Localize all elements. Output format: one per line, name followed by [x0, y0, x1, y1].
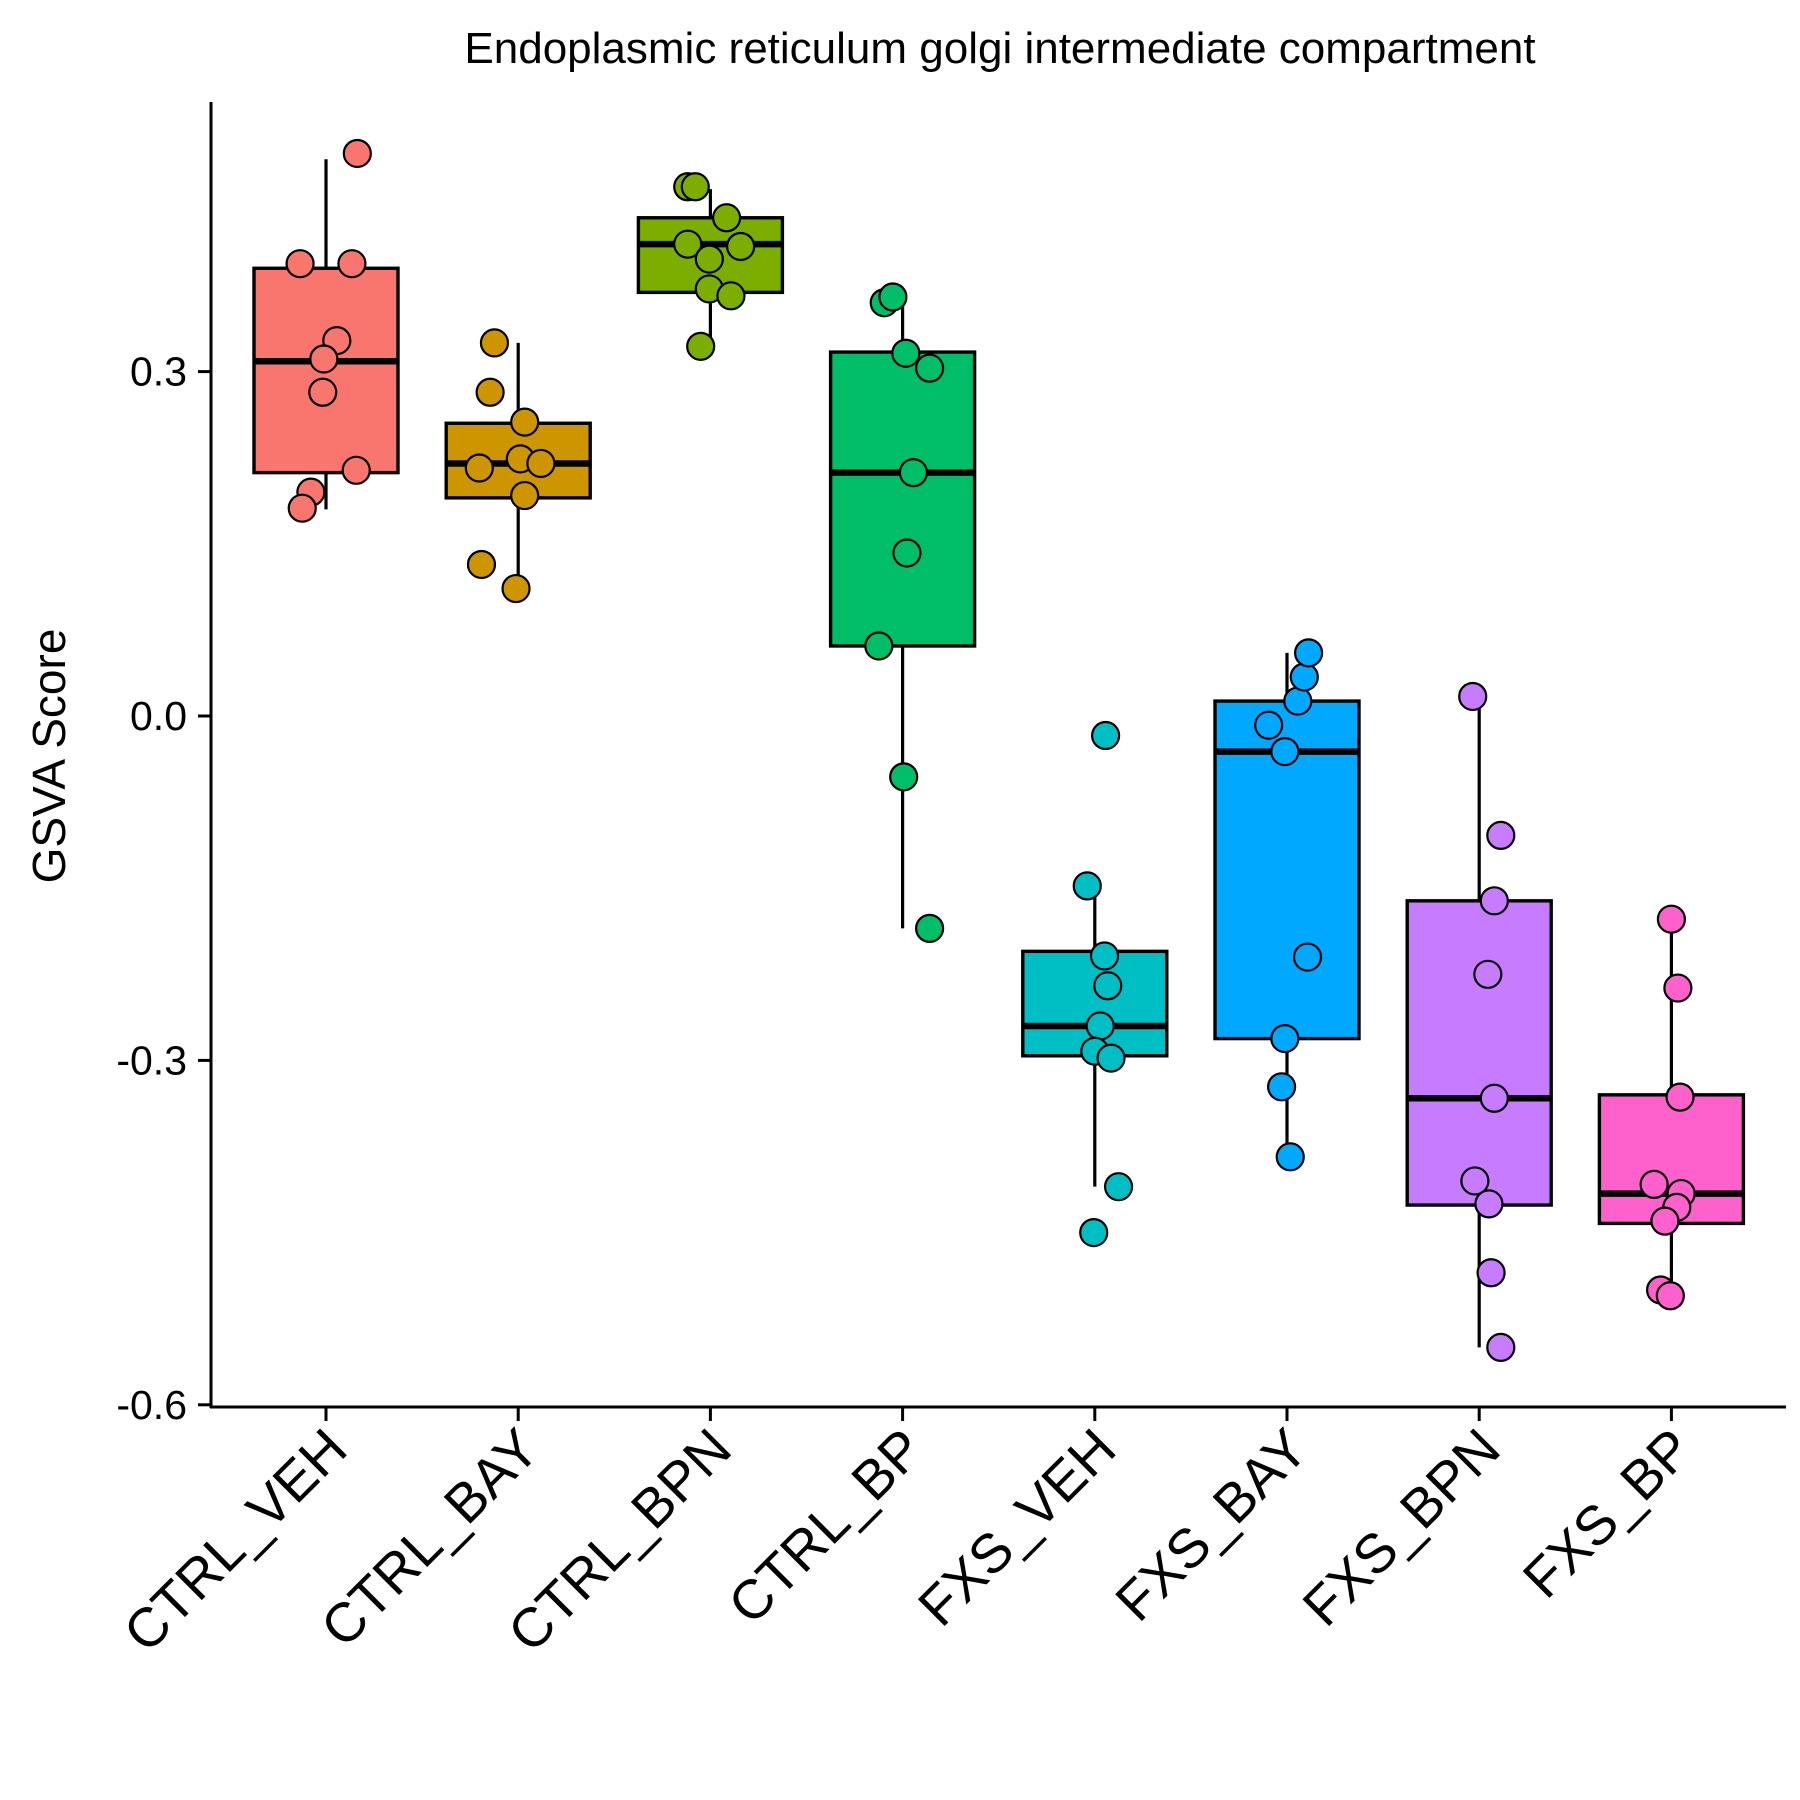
data-point [1655, 1281, 1685, 1311]
data-point [1096, 1043, 1126, 1073]
data-point [1079, 1217, 1109, 1248]
box-group [1405, 681, 1553, 1363]
data-point [711, 203, 742, 233]
y-tick-label: -0.6 [116, 1382, 187, 1428]
x-tick-label: FXS_BPN [1291, 1417, 1512, 1638]
data-point [694, 244, 724, 274]
data-point [1089, 941, 1120, 971]
data-point [1090, 720, 1121, 751]
data-point [1289, 662, 1319, 692]
data-point [673, 229, 703, 259]
box-group [1021, 720, 1169, 1248]
y-tick-label: 0.3 [130, 349, 187, 395]
data-point [716, 281, 746, 311]
y-tick-label: 0.0 [130, 693, 187, 739]
data-point [1473, 959, 1503, 989]
box-group [1213, 638, 1361, 1172]
box [828, 350, 977, 648]
data-point [1093, 971, 1123, 1001]
x-tick-label: FXS_VEH [906, 1417, 1127, 1638]
box [1405, 899, 1553, 1207]
data-point [864, 631, 894, 661]
data-point [1458, 681, 1488, 712]
data-point [1650, 1206, 1680, 1236]
data-point [686, 331, 716, 361]
data-point [510, 480, 540, 511]
data-point [475, 377, 505, 407]
box-group [1597, 904, 1746, 1311]
y-axis-title: GSVA Score [23, 629, 75, 884]
data-point [1474, 1189, 1504, 1219]
data-point [878, 282, 908, 312]
data-point [1486, 1332, 1516, 1363]
data-point [1656, 904, 1687, 934]
data-point [892, 538, 922, 568]
data-point [1663, 973, 1693, 1003]
data-point [1072, 871, 1102, 901]
data-point [891, 338, 921, 368]
plot-area [252, 138, 1746, 1363]
box-group [444, 328, 592, 604]
x-tick-label: CTRL_BP [716, 1417, 935, 1636]
data-point [501, 573, 531, 604]
box-group [636, 172, 785, 361]
data-point [309, 344, 339, 374]
data-point [526, 448, 556, 479]
data-point [1479, 886, 1509, 916]
data-point [898, 458, 929, 488]
data-point [479, 328, 510, 358]
x-tick-label: FXS_BAY [1103, 1417, 1319, 1633]
data-point [1479, 1083, 1509, 1113]
data-point [1103, 1172, 1134, 1202]
data-point [1270, 1023, 1300, 1054]
data-point [1254, 710, 1284, 740]
data-point [914, 353, 945, 383]
data-point [1283, 686, 1313, 716]
data-point [1476, 1258, 1506, 1288]
y-tick-label: -0.3 [116, 1037, 187, 1083]
data-point [337, 249, 367, 279]
data-point [341, 455, 371, 485]
data-point [1293, 638, 1324, 668]
data-point [287, 493, 317, 523]
x-tick-label: FXS_BP [1511, 1417, 1704, 1610]
data-point [1275, 1142, 1305, 1172]
box-group [252, 138, 400, 523]
data-point [1486, 820, 1516, 850]
data-point [889, 762, 919, 792]
data-point [464, 453, 494, 483]
data-point [342, 138, 372, 169]
data-point [726, 231, 756, 262]
data-point [1639, 1169, 1669, 1199]
data-point [1665, 1082, 1695, 1112]
box-group [828, 282, 977, 943]
data-point [1266, 1072, 1297, 1102]
data-point [1270, 736, 1300, 767]
data-point [680, 172, 710, 202]
data-point [1460, 1166, 1490, 1196]
data-point [510, 407, 540, 437]
data-point [466, 549, 497, 580]
data-point [1292, 942, 1323, 972]
data-point [285, 249, 315, 279]
data-point [914, 913, 945, 943]
data-point [1085, 1011, 1115, 1041]
data-point [308, 377, 338, 407]
chart-title: Endoplasmic reticulum golgi intermediate… [464, 24, 1535, 73]
